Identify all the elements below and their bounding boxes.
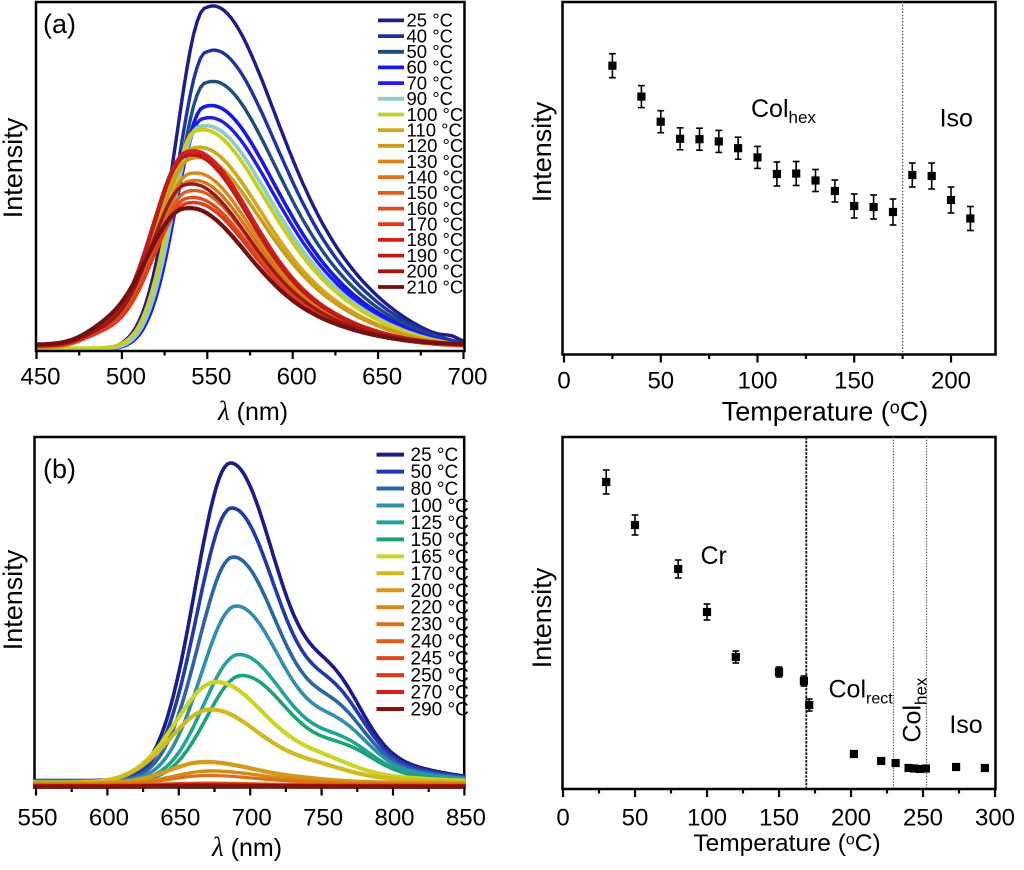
svg-text:200: 200 <box>931 368 971 395</box>
svg-text:290 °C: 290 °C <box>411 700 469 721</box>
svg-text:160 °C: 160 °C <box>407 198 464 219</box>
svg-text:Intensity: Intensity <box>527 567 557 668</box>
svg-text:150: 150 <box>759 805 799 832</box>
svg-text:Iso: Iso <box>940 105 973 133</box>
svg-text:150 °C: 150 °C <box>411 530 469 551</box>
svg-text:80 °C: 80 °C <box>411 479 459 500</box>
svg-text:220 °C: 220 °C <box>411 598 469 619</box>
svg-text:245 °C: 245 °C <box>411 649 469 670</box>
svg-text:Iso: Iso <box>949 711 982 739</box>
svg-text:270 °C: 270 °C <box>411 683 469 704</box>
svg-text:120 °C: 120 °C <box>407 135 464 156</box>
svg-text:0: 0 <box>557 368 570 395</box>
svg-text:50: 50 <box>647 368 674 395</box>
svg-text:550: 550 <box>191 364 231 391</box>
svg-text:300: 300 <box>975 805 1015 832</box>
svg-text:650: 650 <box>160 805 200 832</box>
svg-text:850: 850 <box>446 805 486 832</box>
svg-text:50 °C: 50 °C <box>411 462 459 483</box>
svg-text:600: 600 <box>277 364 317 391</box>
svg-text:Intensity: Intensity <box>0 549 28 650</box>
svg-text:600: 600 <box>89 805 129 832</box>
svg-text:25 °C: 25 °C <box>411 445 459 466</box>
svg-text:190 °C: 190 °C <box>407 245 464 266</box>
svg-text:Intensity: Intensity <box>0 117 28 218</box>
svg-text:100 °C: 100 °C <box>411 496 469 517</box>
svg-text:210 °C: 210 °C <box>407 276 464 297</box>
svg-text:110 °C: 110 °C <box>407 120 462 141</box>
svg-text:50: 50 <box>622 805 649 832</box>
svg-text:200: 200 <box>831 805 871 832</box>
svg-text:450: 450 <box>20 364 60 391</box>
svg-text:Intensity: Intensity <box>527 101 557 202</box>
svg-text:0: 0 <box>556 805 569 832</box>
svg-text:650: 650 <box>362 364 402 391</box>
svg-text:(b): (b) <box>43 454 76 484</box>
svg-text:200 °C: 200 °C <box>411 581 469 602</box>
svg-text:Cr: Cr <box>701 542 727 570</box>
svg-text:750: 750 <box>303 805 343 832</box>
svg-text:125 °C: 125 °C <box>411 513 469 534</box>
svg-text:100 °C: 100 °C <box>407 104 464 125</box>
svg-text:100: 100 <box>737 368 777 395</box>
svg-text:800: 800 <box>374 805 414 832</box>
svg-text:170 °C: 170 °C <box>411 564 469 585</box>
svg-text:Temperature (oC): Temperature (oC) <box>722 397 929 427</box>
svg-text:230 °C: 230 °C <box>411 615 469 636</box>
svg-text:100: 100 <box>687 805 727 832</box>
svg-text:λ (nm): λ (nm) <box>217 396 288 426</box>
svg-text:140 °C: 140 °C <box>407 167 464 188</box>
svg-text:180 °C: 180 °C <box>407 229 464 250</box>
svg-text:40 °C: 40 °C <box>407 25 453 46</box>
svg-text:λ (nm): λ (nm) <box>211 832 282 862</box>
svg-text:500: 500 <box>106 364 146 391</box>
svg-text:70 °C: 70 °C <box>407 72 453 93</box>
svg-text:130 °C: 130 °C <box>407 151 464 172</box>
svg-text:250 °C: 250 °C <box>411 666 469 687</box>
svg-text:700: 700 <box>232 805 272 832</box>
svg-text:550: 550 <box>17 805 57 832</box>
svg-text:150: 150 <box>834 368 874 395</box>
svg-text:240 °C: 240 °C <box>411 632 469 653</box>
svg-text:200 °C: 200 °C <box>407 261 464 282</box>
svg-text:700: 700 <box>447 364 487 391</box>
svg-text:165 °C: 165 °C <box>411 547 469 568</box>
svg-text:(a): (a) <box>43 9 76 39</box>
svg-text:25 °C: 25 °C <box>407 10 453 31</box>
svg-text:150 °C: 150 °C <box>407 182 464 203</box>
svg-text:170 °C: 170 °C <box>407 214 464 235</box>
svg-text:250: 250 <box>903 805 943 832</box>
svg-text:90 °C: 90 °C <box>407 88 453 109</box>
svg-text:50 °C: 50 °C <box>407 41 453 62</box>
svg-text:60 °C: 60 °C <box>407 57 453 78</box>
